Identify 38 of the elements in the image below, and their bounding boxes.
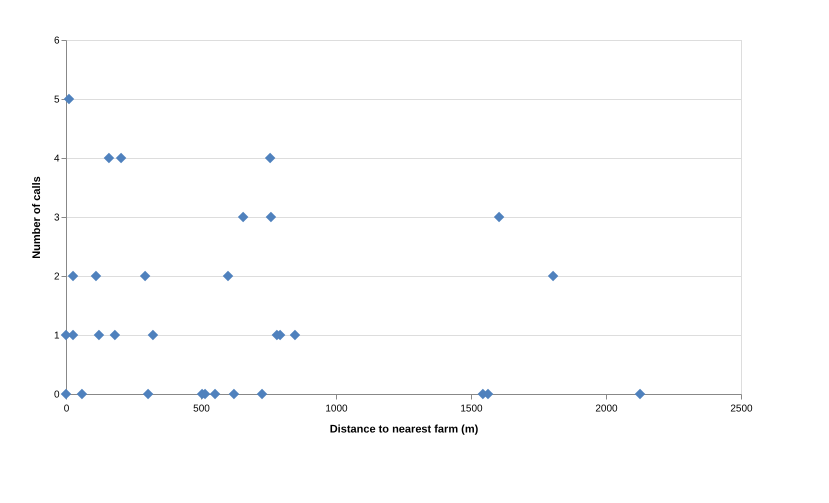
y-tick-label: 5 xyxy=(54,94,60,106)
x-tick-label: 0 xyxy=(64,404,70,414)
point xyxy=(548,270,558,282)
point xyxy=(222,270,234,282)
point xyxy=(290,330,300,340)
y-tick-label: 2 xyxy=(54,272,60,282)
point xyxy=(634,388,646,400)
point xyxy=(140,270,150,282)
point xyxy=(266,212,276,222)
y-tick-label: 3 xyxy=(54,212,60,224)
x-tick-label: 500 xyxy=(193,404,210,414)
point xyxy=(238,212,248,222)
x-axis-title: Distance to nearest farm (m) xyxy=(330,424,479,436)
point xyxy=(110,330,120,340)
point xyxy=(76,388,88,400)
y-axis-title: Number of calls xyxy=(30,176,43,259)
x-tick-label: 2000 xyxy=(595,404,618,414)
point xyxy=(116,152,126,164)
point xyxy=(264,152,276,164)
y-tick-label: 6 xyxy=(54,36,60,46)
y-tick-label: 1 xyxy=(54,330,60,342)
point xyxy=(104,152,114,164)
y-tick-label: 0 xyxy=(54,390,60,400)
point xyxy=(228,388,240,400)
point xyxy=(148,330,158,340)
y-tick-label: 4 xyxy=(54,154,60,164)
point xyxy=(256,388,268,400)
x-tick-label: 1500 xyxy=(460,404,484,414)
point xyxy=(68,270,78,282)
x-tick-label: 2500 xyxy=(730,404,754,414)
point xyxy=(90,270,102,282)
point xyxy=(494,212,504,222)
point xyxy=(210,388,220,400)
point xyxy=(60,388,72,400)
point xyxy=(142,388,154,400)
point xyxy=(94,330,104,340)
x-tick-label: 1000 xyxy=(325,404,348,414)
point xyxy=(64,94,74,104)
